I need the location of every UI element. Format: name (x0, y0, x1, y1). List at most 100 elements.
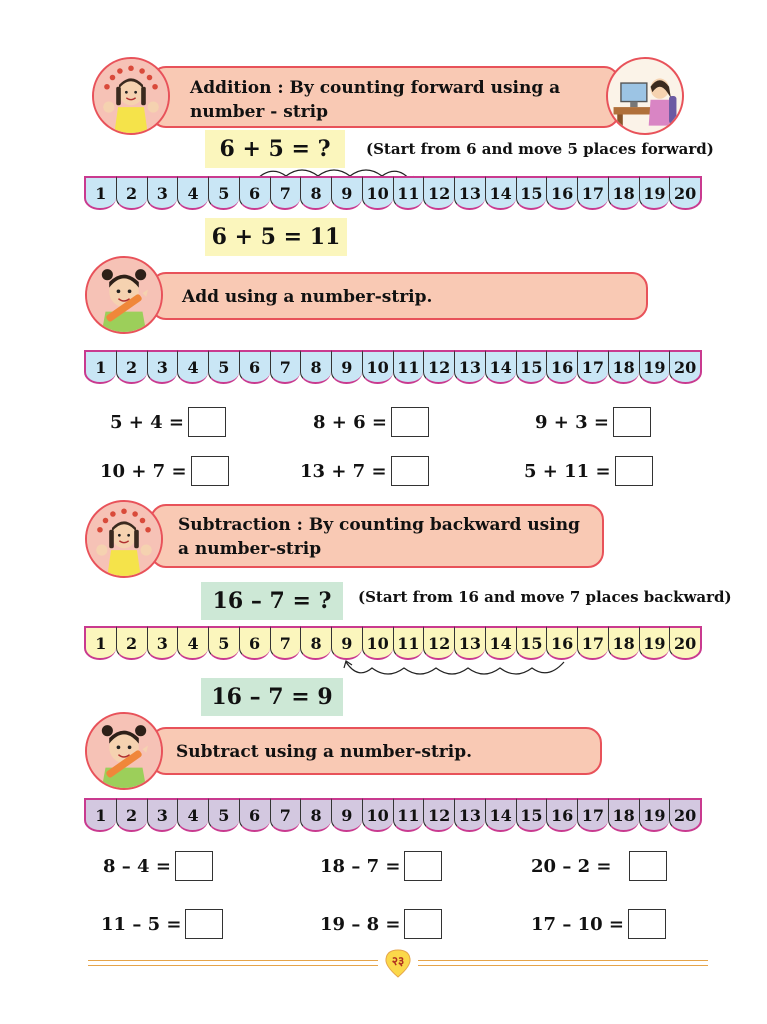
addition-answer-box: 6 + 5 = 11 (205, 218, 347, 256)
strip-cell: 16 (546, 350, 577, 384)
number-strip-4: 1 2 3 4 5 6 7 8 9 10 11 12 13 14 15 16 17 18 19 20 (84, 798, 702, 832)
subtract-exercise-2: 18 – 7 = (320, 850, 443, 882)
subtract-exercise-1: 8 – 4 = (103, 850, 213, 882)
strip-cell: 10 (361, 350, 393, 384)
section-add-exercise-banner: Add using a number-strip. (150, 272, 648, 320)
girl-waving-icon (92, 57, 170, 135)
strip-cell: 11 (392, 176, 424, 210)
strip-cell: 15 (515, 626, 547, 660)
strip-cell: 4 (177, 176, 208, 210)
answer-input[interactable] (627, 909, 666, 939)
strip-cell: 3 (146, 798, 178, 832)
strip-cell: 14 (484, 798, 516, 832)
subtraction-hint: (Start from 16 and move 7 places backwar… (358, 588, 732, 606)
strip-cell: 20 (669, 350, 702, 384)
strip-cell: 2 (115, 176, 147, 210)
strip-cell: 18 (607, 626, 639, 660)
exercise-text: 13 + 7 = (300, 460, 387, 482)
strip-cell: 20 (669, 176, 702, 210)
section-subtract-exercise-banner: Subtract using a number-strip. (150, 727, 602, 775)
subtraction-question-box: 16 – 7 = ? (201, 582, 343, 620)
exercise-text: 11 – 5 = (101, 913, 182, 935)
strip-cell: 6 (238, 350, 270, 384)
addition-hint: (Start from 6 and move 5 places forward) (366, 140, 714, 158)
exercise-text: 8 + 6 = (313, 411, 388, 433)
footer-rule-top-right (418, 960, 708, 961)
girl-pencil-icon (85, 256, 163, 334)
exercise-text: 9 + 3 = (535, 411, 610, 433)
strip-cell: 3 (146, 176, 178, 210)
strip-cell: 18 (607, 798, 639, 832)
strip-cell: 6 (238, 176, 270, 210)
strip-cell: 18 (607, 350, 639, 384)
add-exercise-6: 5 + 11 = (524, 455, 653, 487)
strip-cell: 10 (361, 798, 393, 832)
answer-input[interactable] (614, 456, 653, 486)
strip-cell: 13 (454, 626, 485, 660)
strip-cell: 8 (300, 176, 331, 210)
strip-cell: 17 (577, 626, 608, 660)
answer-input[interactable] (185, 909, 224, 939)
strip-cell: 9 (331, 798, 362, 832)
section-subtract-exercise-title: Subtract using a number-strip. (176, 742, 473, 762)
strip-cell: 5 (208, 798, 239, 832)
answer-input[interactable] (188, 407, 227, 437)
number-strip-1: 1 2 3 4 5 6 7 8 9 10 11 12 13 14 15 16 17 18 19 20 (84, 176, 702, 210)
page-number: २३ (391, 954, 405, 968)
strip-cell: 19 (638, 626, 670, 660)
strip-cell: 17 (577, 176, 608, 210)
backward-jump-arrow (343, 660, 565, 675)
section-subtraction-title-line2: a number-strip (178, 539, 322, 559)
footer-rule-bottom (88, 965, 378, 966)
section-addition-title-line2: number - strip (190, 102, 328, 122)
strip-cell: 2 (115, 350, 147, 384)
strip-cell: 5 (208, 626, 239, 660)
strip-cell: 12 (423, 176, 454, 210)
strip-cell: 1 (84, 626, 116, 660)
strip-cell: 9 (331, 626, 362, 660)
strip-cell: 19 (638, 798, 670, 832)
strip-cell: 4 (177, 626, 208, 660)
section-add-exercise-title: Add using a number-strip. (182, 287, 433, 307)
strip-cell: 6 (238, 798, 270, 832)
subtract-exercise-6: 17 – 10 = (531, 908, 666, 940)
strip-cell: 9 (331, 176, 362, 210)
exercise-text: 19 – 8 = (320, 913, 401, 935)
strip-cell: 2 (115, 798, 147, 832)
add-exercise-5: 13 + 7 = (300, 455, 429, 487)
answer-input[interactable] (190, 456, 229, 486)
strip-cell: 8 (300, 798, 331, 832)
strip-cell: 4 (177, 350, 208, 384)
strip-cell: 8 (300, 626, 331, 660)
exercise-text: 18 – 7 = (320, 855, 401, 877)
answer-input[interactable] (391, 407, 430, 437)
strip-cell: 10 (361, 176, 393, 210)
footer-rule-bottom-right (418, 965, 708, 966)
strip-cell: 19 (638, 350, 670, 384)
strip-cell: 7 (269, 798, 301, 832)
strip-cell: 3 (146, 350, 178, 384)
footer-rule-top (88, 960, 378, 961)
strip-cell: 6 (238, 626, 270, 660)
girl-pencil-icon (85, 712, 163, 790)
add-exercise-2: 8 + 6 = (313, 406, 430, 438)
section-subtraction-banner: Subtraction : By counting backward using… (150, 504, 604, 568)
strip-cell: 16 (546, 798, 577, 832)
answer-input[interactable] (404, 909, 443, 939)
answer-input[interactable] (390, 456, 429, 486)
answer-input[interactable] (613, 407, 652, 437)
strip-cell: 13 (454, 176, 485, 210)
strip-cell: 13 (454, 350, 485, 384)
strip-cell: 17 (577, 350, 608, 384)
answer-input[interactable] (404, 851, 443, 881)
strip-cell: 10 (361, 626, 393, 660)
answer-input[interactable] (629, 851, 668, 881)
strip-cell: 1 (84, 350, 116, 384)
strip-cell: 11 (392, 626, 424, 660)
strip-cell: 20 (669, 798, 702, 832)
strip-cell: 18 (607, 176, 639, 210)
strip-cell: 5 (208, 350, 239, 384)
subtract-exercise-4: 11 – 5 = (101, 908, 224, 940)
answer-input[interactable] (174, 851, 213, 881)
strip-cell: 20 (669, 626, 702, 660)
